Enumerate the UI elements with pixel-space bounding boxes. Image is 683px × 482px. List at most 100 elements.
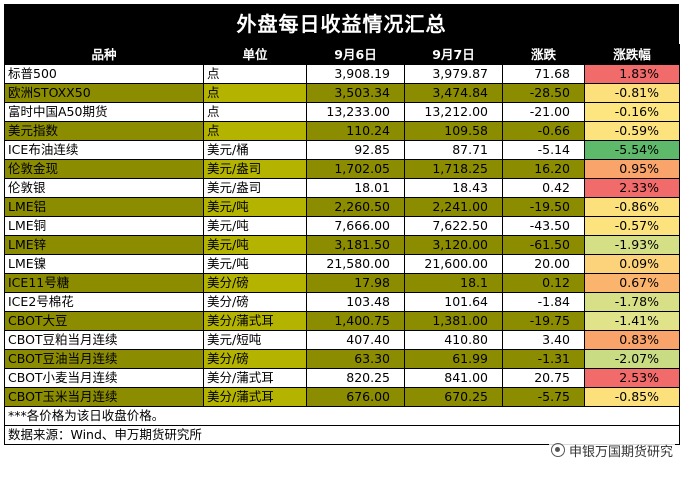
cell-unit: 美分/磅: [203, 292, 307, 312]
cell-variety: 伦敦银: [4, 178, 204, 198]
cell-date1-price: 92.85: [306, 140, 405, 160]
cell-date1-price: 103.48: [306, 292, 405, 312]
cell-date1-price: 18.01: [306, 178, 405, 198]
cell-change: 71.68: [502, 64, 585, 84]
cell-date1-price: 13,233.00: [306, 102, 405, 122]
cell-variety: CBOT大豆: [4, 311, 204, 331]
cell-date1-price: 1,400.75: [306, 311, 405, 331]
cell-change: 20.00: [502, 254, 585, 274]
cell-variety: LME铜: [4, 216, 204, 236]
cell-unit: 美分/磅: [203, 349, 307, 369]
cell-unit: 美分/蒲式耳: [203, 387, 307, 407]
cell-date2-price: 21,600.00: [404, 254, 503, 274]
table-row: LME铝 美元/吨 2,260.50 2,241.00 -19.50 -0.86%: [4, 197, 680, 217]
cell-variety: CBOT豆粕当月连续: [4, 330, 204, 350]
cell-variety: CBOT豆油当月连续: [4, 349, 204, 369]
cell-variety: LME铝: [4, 197, 204, 217]
cell-pct-change: -2.07%: [584, 349, 680, 369]
table-body: 标普500 点 3,908.19 3,979.87 71.68 1.83% 欧洲STOXX5…: [4, 64, 680, 407]
cell-unit: 美元/桶: [203, 140, 307, 160]
cell-pct-change: 0.67%: [584, 273, 680, 293]
cell-date2-price: 670.25: [404, 387, 503, 407]
table-row: 美元指数点 110.24 109.58 -0.66 -0.59%: [4, 121, 680, 141]
cell-date1-price: 110.24: [306, 121, 405, 141]
cell-pct-change: -1.93%: [584, 235, 680, 255]
cell-date2-price: 7,622.50: [404, 216, 503, 236]
cell-date2-price: 1,718.25: [404, 159, 503, 179]
table-row: CBOT豆油当月连续 美分/磅 63.30 61.99 -1.31 -2.07%: [4, 349, 680, 369]
quotes-table: 品种 单位 9月6日 9月7日 涨跌 涨跌幅 标普500 点 3,908.19 3,9…: [4, 44, 680, 445]
source-row: 数据来源：Wind、申万期货研究所: [4, 425, 680, 445]
col-header-variety: 品种: [4, 44, 204, 65]
watermark-text: 申银万国期货研究: [568, 444, 673, 460]
table-row: LME锌 美元/吨 3,181.50 3,120.00 -61.50 -1.93%: [4, 235, 680, 255]
cell-date2-price: 109.58: [404, 121, 503, 141]
wechat-channel-icon: [550, 443, 565, 457]
footnote-row: ***各价格为该日收盘价格。: [4, 406, 680, 426]
cell-unit: 美元/吨: [203, 254, 307, 274]
table-row: CBOT玉米当月连续 美分/蒲式耳 676.00 670.25 -5.75 -0.85%: [4, 387, 680, 407]
cell-change: -61.50: [502, 235, 585, 255]
cell-date2-price: 87.71: [404, 140, 503, 160]
table-row: 富时中国A50期货点 13,233.00 13,212.00 -21.00 -0.16%: [4, 102, 680, 122]
cell-change: -1.84: [502, 292, 585, 312]
cell-date1-price: 2,260.50: [306, 197, 405, 217]
table-row: CBOT豆粕当月连续 美元/短吨 407.40 410.80 3.40 0.83%: [4, 330, 680, 350]
cell-unit: 美元/盎司: [203, 178, 307, 198]
cell-pct-change: -0.85%: [584, 387, 680, 407]
table-row: LME镍 美元/吨 21,580.00 21,600.00 20.00 0.09%: [4, 254, 680, 274]
cell-change: 20.75: [502, 368, 585, 388]
source-text: 数据来源：Wind、申万期货研究所: [4, 425, 680, 445]
cell-pct-change: 0.95%: [584, 159, 680, 179]
col-header-pct-change: 涨跌幅: [584, 44, 680, 65]
cell-date2-price: 13,212.00: [404, 102, 503, 122]
table-row: LME铜 美元/吨 7,666.00 7,622.50 -43.50 -0.57%: [4, 216, 680, 236]
watermark: 申银万国期货研究: [548, 441, 675, 460]
cell-unit: 美分/蒲式耳: [203, 368, 307, 388]
cell-variety: 欧洲STOXX50: [4, 83, 204, 103]
table-row: CBOT大豆 美分/蒲式耳 1,400.75 1,381.00 -19.75 -1.41%: [4, 311, 680, 331]
col-header-date1: 9月6日: [306, 44, 405, 65]
cell-variety: LME镍: [4, 254, 204, 274]
sheet-title: 外盘每日收益情况汇总: [4, 4, 679, 44]
cell-change: 16.20: [502, 159, 585, 179]
cell-unit: 点: [203, 83, 307, 103]
cell-unit: 点: [203, 102, 307, 122]
cell-change: -5.75: [502, 387, 585, 407]
cell-change: 0.12: [502, 273, 585, 293]
cell-unit: 点: [203, 121, 307, 141]
col-header-change: 涨跌: [502, 44, 585, 65]
cell-date2-price: 1,381.00: [404, 311, 503, 331]
cell-pct-change: -1.41%: [584, 311, 680, 331]
cell-date1-price: 407.40: [306, 330, 405, 350]
col-header-date2: 9月7日: [404, 44, 503, 65]
cell-change: -0.66: [502, 121, 585, 141]
cell-change: -1.31: [502, 349, 585, 369]
cell-pct-change: -0.59%: [584, 121, 680, 141]
cell-date2-price: 3,474.84: [404, 83, 503, 103]
table-row: ICE2号棉花 美分/磅 103.48 101.64 -1.84 -1.78%: [4, 292, 680, 312]
cell-pct-change: 1.83%: [584, 64, 680, 84]
cell-unit: 美元/短吨: [203, 330, 307, 350]
cell-pct-change: -5.54%: [584, 140, 680, 160]
cell-date1-price: 7,666.00: [306, 216, 405, 236]
cell-unit: 美分/蒲式耳: [203, 311, 307, 331]
cell-unit: 美元/吨: [203, 216, 307, 236]
cell-pct-change: 0.09%: [584, 254, 680, 274]
cell-variety: CBOT玉米当月连续: [4, 387, 204, 407]
cell-variety: CBOT小麦当月连续: [4, 368, 204, 388]
cell-change: -43.50: [502, 216, 585, 236]
cell-change: -19.75: [502, 311, 585, 331]
cell-date1-price: 3,908.19: [306, 64, 405, 84]
cell-pct-change: 2.33%: [584, 178, 680, 198]
cell-date2-price: 3,120.00: [404, 235, 503, 255]
cell-date1-price: 17.98: [306, 273, 405, 293]
table-row: ICE布油连续 美元/桶 92.85 87.71 -5.14 -5.54%: [4, 140, 680, 160]
cell-date1-price: 3,503.34: [306, 83, 405, 103]
cell-pct-change: 0.83%: [584, 330, 680, 350]
cell-pct-change: -0.16%: [584, 102, 680, 122]
cell-unit: 美分/磅: [203, 273, 307, 293]
cell-variety: 伦敦金现: [4, 159, 204, 179]
cell-pct-change: -0.81%: [584, 83, 680, 103]
cell-date2-price: 410.80: [404, 330, 503, 350]
